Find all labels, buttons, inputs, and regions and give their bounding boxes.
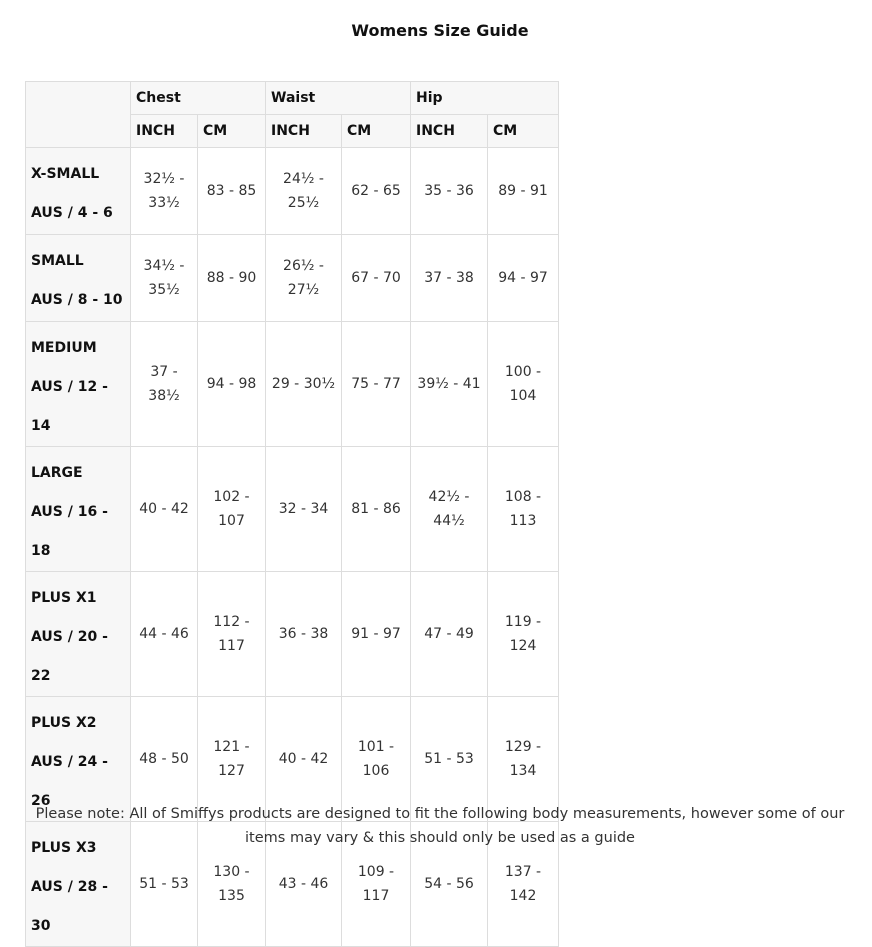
measurement-cell: 40 - 42 (130, 446, 198, 572)
measurement-cell: 81 - 86 (341, 446, 411, 572)
disclaimer-note: Please note: All of Smiffys products are… (35, 806, 845, 846)
measurement-cell: 37 - 38 (410, 234, 488, 322)
size-name: X-SMALL (31, 166, 100, 182)
corner-header (25, 81, 131, 148)
table-row: LARGE AUS / 16 - 18 40 - 42 102 - 107 32 - 3… (25, 446, 559, 572)
size-name: PLUS X3 (31, 840, 97, 856)
size-label-cell: PLUS X2 AUS / 24 - 26 (25, 696, 131, 822)
unit-header: CM (341, 114, 411, 148)
unit-header: INCH (410, 114, 488, 148)
size-label-cell: SMALL AUS / 8 - 10 (25, 234, 131, 322)
aus-size: AUS / 24 - 26 (31, 754, 108, 809)
measurement-cell: 29 - 30½ (265, 321, 342, 447)
measurement-cell: 91 - 97 (341, 571, 411, 697)
aus-size: AUS / 12 - 14 (31, 379, 108, 434)
table-row: PLUS X1 AUS / 20 - 22 44 - 46 112 - 117 36 -… (25, 571, 559, 697)
measurement-cell: 75 - 77 (341, 321, 411, 447)
measurement-cell: 88 - 90 (197, 234, 266, 322)
measurement-cell: 26½ - 27½ (265, 234, 342, 322)
aus-size: AUS / 20 - 22 (31, 629, 108, 684)
table-row: PLUS X2 AUS / 24 - 26 48 - 50 121 - 127 40 -… (25, 696, 559, 822)
unit-header-row: INCH CM INCH CM INCH CM (26, 114, 559, 148)
measurement-cell: 108 - 113 (487, 446, 559, 572)
size-guide-table: Chest Waist Hip INCH CM INCH CM INCH CM … (25, 81, 559, 947)
measurement-cell: 32½ - 33½ (130, 147, 198, 235)
measurement-cell: 121 - 127 (197, 696, 266, 822)
measurement-cell: 34½ - 35½ (130, 234, 198, 322)
size-name: SMALL (31, 253, 84, 269)
unit-header: CM (197, 114, 266, 148)
measurement-cell: 37 - 38½ (130, 321, 198, 447)
aus-size: AUS / 8 - 10 (31, 292, 123, 308)
measurement-cell: 100 - 104 (487, 321, 559, 447)
aus-size: AUS / 4 - 6 (31, 205, 113, 221)
measurement-cell: 83 - 85 (197, 147, 266, 235)
measurement-cell: 94 - 97 (487, 234, 559, 322)
table-row: SMALL AUS / 8 - 10 34½ - 35½ 88 - 90 26½ - 2… (25, 234, 559, 322)
group-header-row: Chest Waist Hip (25, 81, 559, 148)
size-label-cell: MEDIUM AUS / 12 - 14 (25, 321, 131, 447)
measurement-cell: 35 - 36 (410, 147, 488, 235)
measurement-cell: 40 - 42 (265, 696, 342, 822)
group-header-hip: Hip (410, 81, 559, 115)
measurement-cell: 129 - 134 (487, 696, 559, 822)
measurement-cell: 89 - 91 (487, 147, 559, 235)
measurement-cell: 44 - 46 (130, 571, 198, 697)
size-name: PLUS X2 (31, 715, 97, 731)
aus-size: AUS / 16 - 18 (31, 504, 108, 559)
measurement-cell: 119 - 124 (487, 571, 559, 697)
measurement-cell: 48 - 50 (130, 696, 198, 822)
size-name: MEDIUM (31, 340, 97, 356)
measurement-cell: 101 - 106 (341, 696, 411, 822)
measurement-cell: 51 - 53 (410, 696, 488, 822)
measurement-cell: 62 - 65 (341, 147, 411, 235)
measurement-cell: 24½ - 25½ (265, 147, 342, 235)
measurement-cell: 32 - 34 (265, 446, 342, 572)
unit-header: INCH (265, 114, 342, 148)
measurement-cell: 112 - 117 (197, 571, 266, 697)
page-title: Womens Size Guide (351, 21, 529, 40)
measurement-cell: 47 - 49 (410, 571, 488, 697)
unit-header: INCH (130, 114, 198, 148)
group-header-waist: Waist (265, 81, 411, 115)
size-name: LARGE (31, 465, 83, 481)
size-label-cell: X-SMALL AUS / 4 - 6 (25, 147, 131, 235)
measurement-cell: 42½ - 44½ (410, 446, 488, 572)
measurement-cell: 102 - 107 (197, 446, 266, 572)
measurement-cell: 67 - 70 (341, 234, 411, 322)
measurement-cell: 39½ - 41 (410, 321, 488, 447)
measurement-cell: 94 - 98 (197, 321, 266, 447)
size-label-cell: PLUS X1 AUS / 20 - 22 (25, 571, 131, 697)
size-name: PLUS X1 (31, 590, 97, 606)
size-label-cell: LARGE AUS / 16 - 18 (25, 446, 131, 572)
unit-header: CM (487, 114, 559, 148)
table-row: X-SMALL AUS / 4 - 6 32½ - 33½ 83 - 85 24½ - … (25, 147, 559, 235)
measurement-cell: 36 - 38 (265, 571, 342, 697)
table-row: MEDIUM AUS / 12 - 14 37 - 38½ 94 - 98 29 - 3… (25, 321, 559, 447)
group-header-chest: Chest (130, 81, 266, 115)
aus-size: AUS / 28 - 30 (31, 879, 108, 934)
